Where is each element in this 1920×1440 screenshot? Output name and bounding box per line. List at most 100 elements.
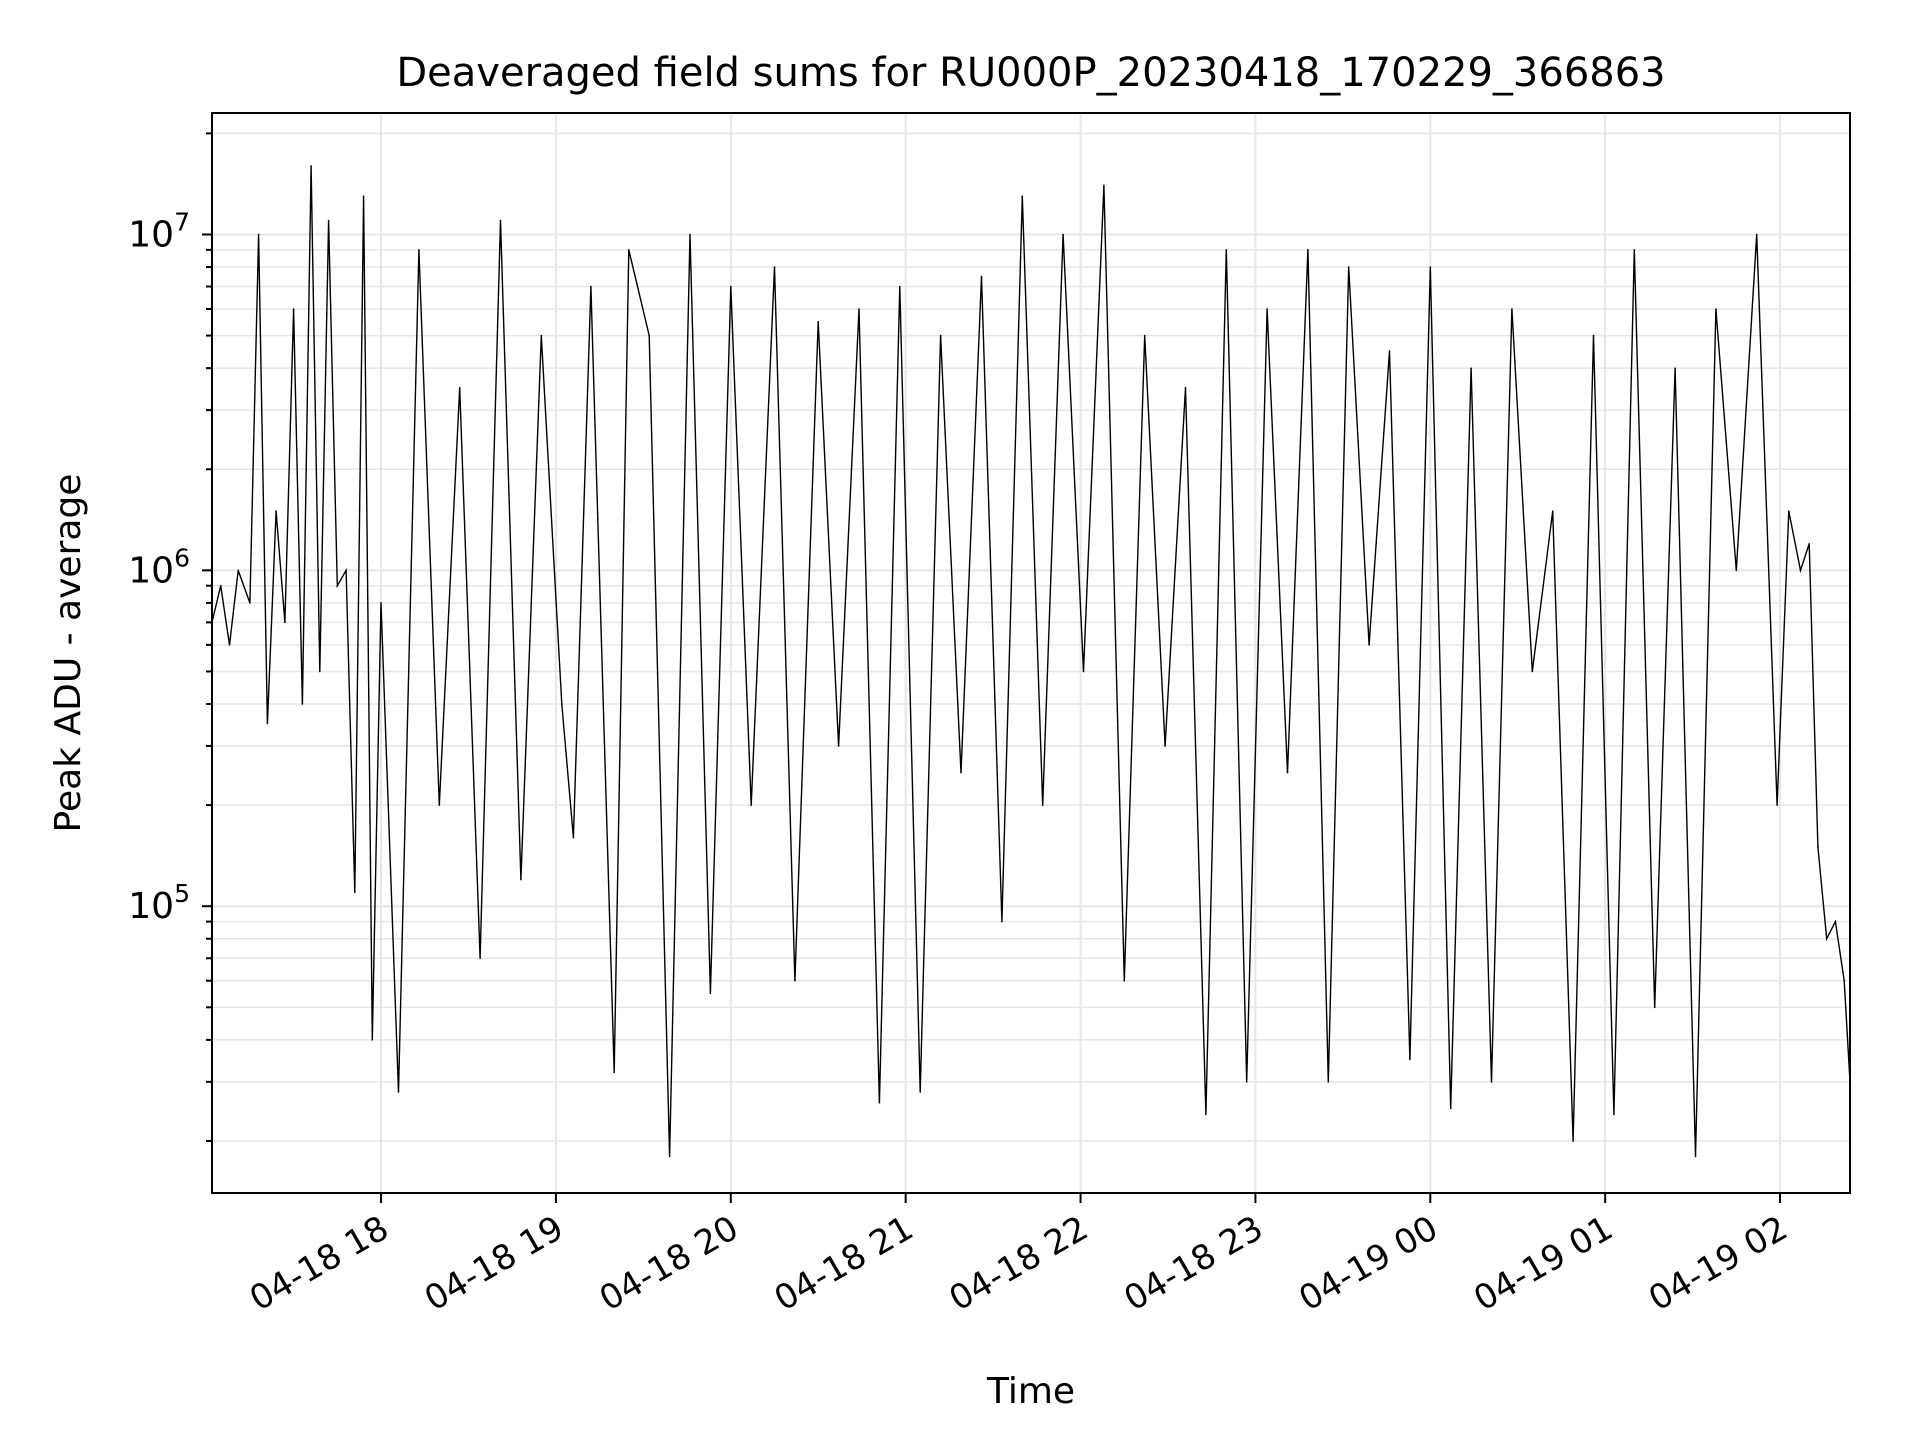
data-point [939,334,942,337]
data-point [1368,644,1370,646]
data-point [1843,979,1845,982]
data-point [627,249,630,251]
data-point [284,621,286,624]
data-point [520,878,522,881]
data-point [397,1091,400,1093]
data-point [1755,233,1758,236]
x-axis: 04-18 18 04-18 19 04-18 20 04-18 21 04-18 22… [243,1193,1795,1319]
data-point [1123,979,1126,982]
data-point [345,569,347,572]
data-point [1164,745,1166,747]
data-point [1490,1081,1493,1083]
y-axis: 105 106 107 [128,132,212,1142]
data-point [237,569,240,572]
data-point [362,195,365,198]
data-point [1409,1058,1411,1061]
data-point [1062,233,1064,236]
data-point [380,602,382,604]
data-point [438,804,441,806]
data-point [228,644,231,646]
x-tick-label: 04-19 01 [1467,1208,1619,1319]
data-point [560,703,563,705]
x-tick-label: 04-19 00 [1292,1208,1444,1319]
data-point [301,703,304,705]
y-tick-label: 107 [128,207,190,255]
y-tick-label: 105 [128,879,190,927]
data-point [1266,308,1268,310]
data-point [1799,569,1802,572]
data-point [371,1039,374,1041]
data-point [1551,510,1554,513]
data-point [1143,334,1146,337]
data-point [709,992,712,995]
x-tick-label: 04-18 19 [418,1208,570,1319]
data-point [1787,510,1790,513]
data-point [1834,920,1837,923]
data-point [219,584,222,587]
data-point [960,771,962,774]
data-point [858,308,860,310]
data-point [1694,1155,1697,1158]
data-point [919,1091,922,1093]
data-point [689,233,691,236]
data-point [1286,771,1289,774]
data-point [1531,670,1534,673]
data-point [648,334,650,337]
data-point [257,233,260,236]
data-point [1613,1113,1615,1116]
data-point [275,510,277,513]
data-point [540,334,543,337]
data-point [1184,386,1187,389]
data-point [1205,1113,1207,1116]
data-point [1808,542,1810,545]
data-point [319,670,321,673]
chart-title: Deaveraged field sums for RU000P_2023041… [396,50,1665,96]
data-point [1347,266,1350,268]
x-tick-label: 04-18 22 [943,1208,1095,1319]
data-point [458,386,461,389]
data-point [292,308,295,310]
data-point [1735,569,1738,572]
x-tick-label: 04-18 23 [1118,1208,1270,1319]
data-points [211,165,1851,1158]
x-tick-label: 04-18 20 [593,1208,745,1319]
y-axis-label: Peak ADU - average [48,474,89,833]
x-tick-label: 04-18 21 [768,1208,920,1319]
data-point [837,745,840,747]
data-point [266,722,269,725]
data-point [1653,1006,1656,1009]
data-point [817,320,820,323]
data-point [1429,266,1432,268]
data-point [668,1155,671,1158]
data-point [572,836,575,839]
data-point [590,285,592,288]
data-point [899,285,901,288]
data-point [1041,804,1044,806]
data-point [1592,334,1595,337]
data-point [980,275,983,278]
data-point [499,219,502,222]
data-point [1001,920,1003,923]
data-point [794,979,796,982]
data-point [1572,1140,1574,1142]
data-point [729,285,732,288]
data-point [1082,670,1085,673]
data-point [327,219,330,222]
data-point [1511,308,1513,310]
x-tick-label: 04-19 02 [1642,1208,1794,1319]
data-point [878,1101,881,1104]
data-point [1817,846,1819,848]
data-point [479,957,481,960]
data-point [418,249,420,251]
data-point [1103,184,1105,187]
data-point [1633,249,1636,251]
x-axis-label: Time [986,1371,1075,1412]
grid-lines [212,113,1850,1193]
data-point [336,584,339,587]
data-point [1674,367,1676,369]
data-point [1776,804,1778,806]
data-point [750,804,752,806]
data-point [354,891,356,894]
data-point [1715,308,1717,310]
